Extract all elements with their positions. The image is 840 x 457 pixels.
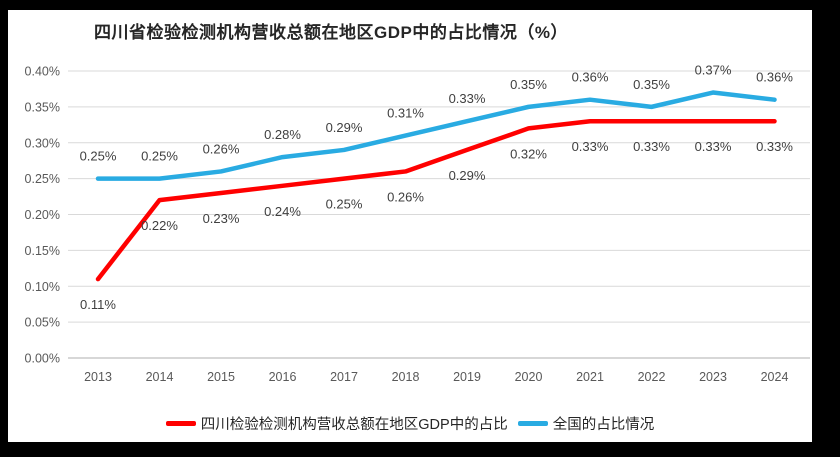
data-label: 0.31% <box>387 106 424 121</box>
data-label: 0.33% <box>695 139 732 154</box>
data-label: 0.36% <box>572 70 609 85</box>
blue-line-swatch <box>517 421 548 426</box>
data-label: 0.22% <box>141 218 178 233</box>
chart-legend: 四川检验检测机构营收总额在地区GDP中的占比 全国的占比情况 <box>8 413 812 434</box>
red-line-swatch <box>165 421 196 426</box>
data-label: 0.36% <box>756 70 793 85</box>
y-tick-label: 0.00% <box>25 352 60 366</box>
x-tick-label: 2015 <box>207 370 235 384</box>
data-label: 0.33% <box>756 139 793 154</box>
y-tick-label: 0.35% <box>25 100 60 114</box>
x-tick-label: 2016 <box>269 370 297 384</box>
x-tick-label: 2020 <box>515 370 543 384</box>
data-label: 0.11% <box>80 297 116 312</box>
data-label: 0.37% <box>695 63 732 78</box>
legend-label-national: 全国的占比情况 <box>552 417 655 433</box>
x-tick-label: 2013 <box>84 370 112 384</box>
x-tick-label: 2019 <box>453 370 481 384</box>
x-tick-label: 2022 <box>638 370 666 384</box>
x-tick-label: 2017 <box>330 370 358 384</box>
data-label: 0.29% <box>326 120 363 135</box>
data-label: 0.23% <box>203 211 240 226</box>
data-label: 0.35% <box>510 77 547 92</box>
legend-label-sichuan: 四川检验检测机构营收总额在地区GDP中的占比 <box>200 417 508 433</box>
x-tick-label: 2014 <box>146 370 174 384</box>
data-label: 0.26% <box>387 189 424 204</box>
data-label: 0.28% <box>264 127 301 142</box>
chart-panel: 四川省检验检测机构营收总额在地区GDP中的占比情况（%） 0.40% 0.35% 0… <box>8 10 812 442</box>
data-label: 0.25% <box>326 197 363 212</box>
y-tick-label: 0.15% <box>25 244 60 258</box>
data-label: 0.32% <box>510 146 547 161</box>
y-tick-label: 0.10% <box>25 280 60 294</box>
legend-item-sichuan: 四川检验检测机构营收总额在地区GDP中的占比 <box>165 413 508 434</box>
x-tick-label: 2023 <box>699 370 727 384</box>
y-tick-label: 0.30% <box>25 136 60 150</box>
x-tick-label: 2018 <box>392 370 420 384</box>
series-line-sichuan <box>95 118 777 282</box>
chart-title: 四川省检验检测机构营收总额在地区GDP中的占比情况（%） <box>94 23 568 42</box>
data-label: 0.33% <box>449 91 486 106</box>
data-label: 0.33% <box>572 139 609 154</box>
y-tick-label: 0.40% <box>25 65 60 79</box>
x-tick-label: 2021 <box>576 370 604 384</box>
data-label: 0.25% <box>80 149 117 164</box>
y-tick-label: 0.20% <box>25 208 60 222</box>
y-tick-label: 0.25% <box>25 172 60 186</box>
line-chart: 0.40% 0.35% 0.30% 0.25% 0.20% 0.15% 0.10% 0.05%… <box>25 63 810 384</box>
y-tick-label: 0.05% <box>25 316 60 330</box>
data-label: 0.29% <box>449 168 486 183</box>
series-line-national <box>95 90 777 181</box>
data-label: 0.24% <box>264 204 301 219</box>
data-label: 0.35% <box>633 77 670 92</box>
data-label: 0.26% <box>203 141 240 156</box>
legend-item-national: 全国的占比情况 <box>517 413 655 434</box>
data-label: 0.25% <box>141 149 178 164</box>
x-tick-label: 2024 <box>761 370 789 384</box>
data-label: 0.33% <box>633 139 670 154</box>
